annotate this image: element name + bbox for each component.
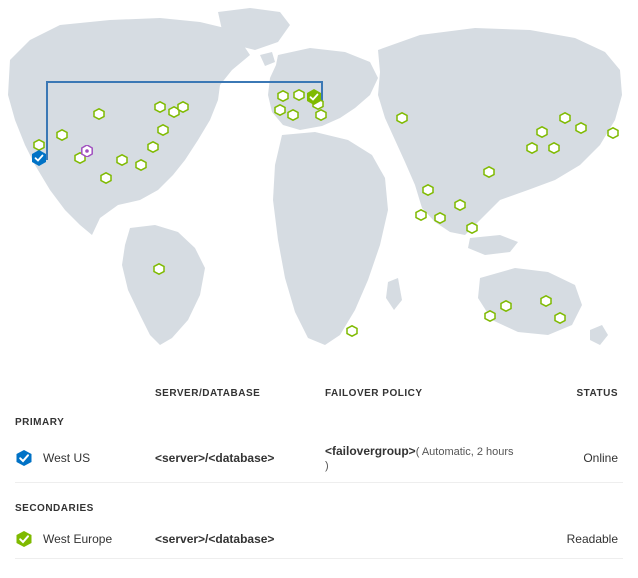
primary-status: Online <box>515 451 623 465</box>
datacenter-hex-icon[interactable] <box>293 89 305 101</box>
datacenter-hex-icon[interactable] <box>415 209 427 221</box>
datacenter-hex-icon[interactable] <box>177 101 189 113</box>
datacenter-hex-icon[interactable] <box>287 109 299 121</box>
secondary-row[interactable]: West Europe <server>/<database> Readable <box>15 520 623 559</box>
datacenter-hex-icon[interactable] <box>274 104 286 116</box>
primary-server: <server>/<database> <box>155 451 325 465</box>
datacenter-hex-icon[interactable] <box>157 124 169 136</box>
datacenter-hex-icon[interactable] <box>135 159 147 171</box>
replication-table: SERVER/DATABASE FAILOVER POLICY STATUS P… <box>0 370 638 569</box>
datacenter-hex-icon[interactable] <box>56 129 68 141</box>
datacenter-hex-icon[interactable] <box>540 295 552 307</box>
datacenter-hex-icon[interactable] <box>484 310 496 322</box>
header-server: SERVER/DATABASE <box>155 388 325 399</box>
datacenter-hex-icon[interactable] <box>526 142 538 154</box>
failover-group-name: <failovergroup> <box>325 444 416 458</box>
primary-row[interactable]: West US <server>/<database> <failovergro… <box>15 434 623 483</box>
datacenter-hex-icon[interactable] <box>607 127 619 139</box>
datacenter-hex-icon[interactable] <box>554 312 566 324</box>
datacenter-hex-icon[interactable] <box>536 126 548 138</box>
header-policy: FAILOVER POLICY <box>325 388 515 399</box>
secondary-region-marker[interactable] <box>306 89 322 105</box>
datacenter-hex-icon[interactable] <box>116 154 128 166</box>
datacenter-hex-icon[interactable] <box>153 263 165 275</box>
secondary-server: <server>/<database> <box>155 532 325 546</box>
primary-region-marker[interactable] <box>31 150 47 166</box>
datacenter-hex-icon[interactable] <box>154 101 166 113</box>
datacenter-hex-icon[interactable] <box>559 112 571 124</box>
datacenter-hex-icon[interactable] <box>396 112 408 124</box>
datacenter-hex-icon[interactable] <box>483 166 495 178</box>
datacenter-hex-icon[interactable] <box>466 222 478 234</box>
primary-region: West US <box>43 451 155 465</box>
datacenter-hex-icon[interactable] <box>315 109 327 121</box>
world-map-svg <box>0 0 638 370</box>
pin-marker <box>81 145 93 157</box>
datacenter-hex-icon[interactable] <box>454 199 466 211</box>
secondary-region: West Europe <box>43 532 155 546</box>
datacenter-hex-icon[interactable] <box>346 325 358 337</box>
table-header-row: SERVER/DATABASE FAILOVER POLICY STATUS <box>15 380 623 407</box>
primary-section-label: PRIMARY <box>15 417 623 428</box>
geo-replication-map <box>0 0 638 370</box>
datacenter-hex-icon[interactable] <box>422 184 434 196</box>
datacenter-hex-icon[interactable] <box>548 142 560 154</box>
secondary-status: Readable <box>515 532 623 546</box>
datacenter-hex-icon[interactable] <box>575 122 587 134</box>
datacenter-hex-icon[interactable] <box>147 141 159 153</box>
datacenter-hex-icon[interactable] <box>100 172 112 184</box>
datacenter-hex-icon[interactable] <box>434 212 446 224</box>
primary-hex-icon <box>15 449 43 467</box>
secondary-hex-icon <box>15 530 43 548</box>
datacenter-hex-icon[interactable] <box>93 108 105 120</box>
datacenter-hex-icon[interactable] <box>277 90 289 102</box>
header-status: STATUS <box>515 388 623 399</box>
datacenter-hex-icon[interactable] <box>500 300 512 312</box>
primary-policy: <failovergroup>( Automatic, 2 hours ) <box>325 444 515 472</box>
secondaries-section-label: SECONDARIES <box>15 503 623 514</box>
